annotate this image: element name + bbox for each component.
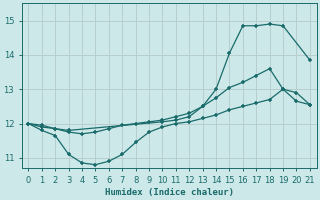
X-axis label: Humidex (Indice chaleur): Humidex (Indice chaleur) — [105, 188, 234, 197]
